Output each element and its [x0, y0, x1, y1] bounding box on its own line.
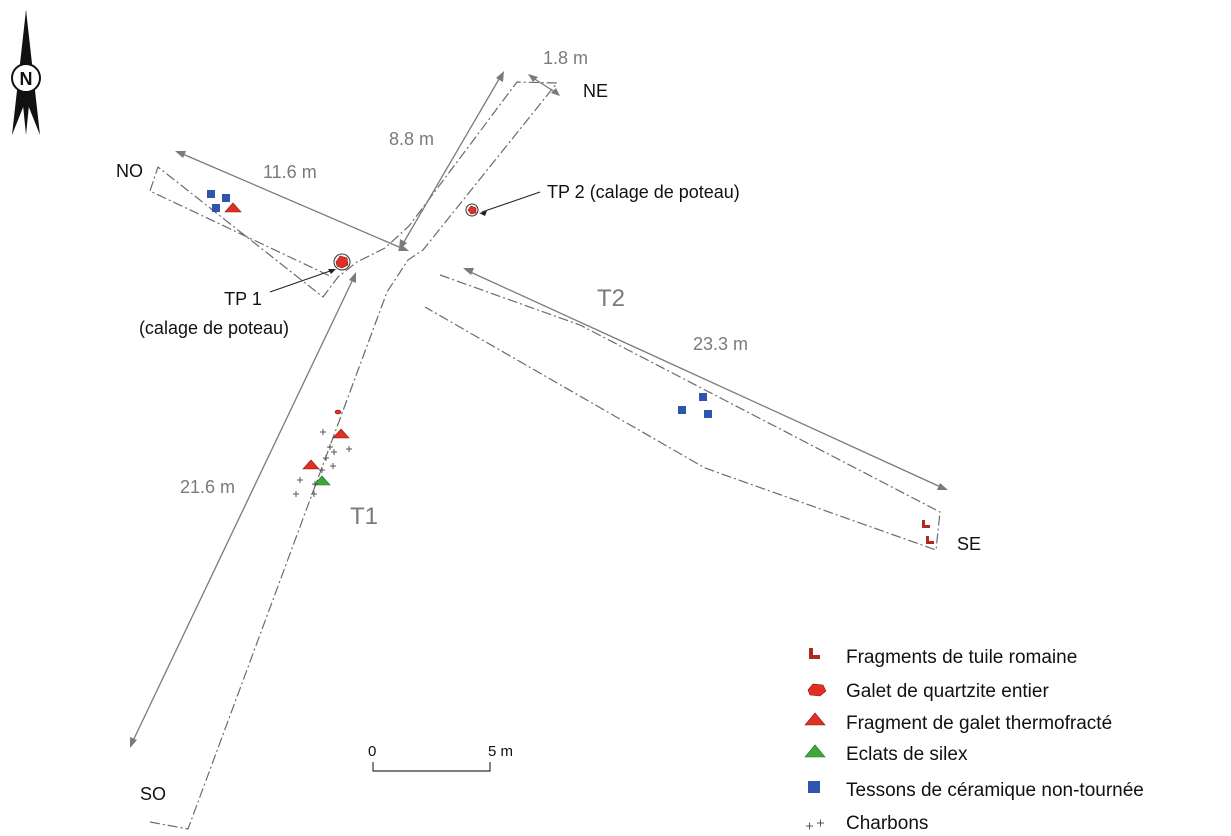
trench-t2-outline	[424, 274, 941, 551]
finds-t1-arm	[293, 409, 352, 497]
scale-zero-label: 0	[368, 743, 376, 760]
legend-label-thermofract: Fragment de galet thermofracté	[846, 713, 1112, 734]
north-label: N	[20, 69, 33, 89]
north-arrow-icon: N	[11, 10, 41, 135]
dim-so-arm-label: 21.6 m	[180, 477, 235, 497]
trench-label-t1: T1	[350, 503, 378, 530]
legend: Fragments de tuile romaine Galet de quar…	[804, 647, 1144, 834]
finds-no-arm	[207, 190, 242, 213]
end-label-ne: NE	[583, 81, 608, 101]
pebble-icon	[807, 683, 827, 697]
tp2-marker	[465, 203, 479, 217]
dim-ne-arm-label: 8.8 m	[389, 129, 434, 149]
tp1-marker	[333, 253, 351, 271]
end-label-se: SE	[957, 534, 981, 554]
scale-five-label: 5 m	[488, 743, 513, 760]
dimension-lines	[130, 71, 948, 748]
tile-fragment-icon	[809, 648, 820, 659]
legend-label-ceramic: Tessons de céramique non-tournée	[846, 780, 1144, 801]
dim-width-label: 1.8 m	[543, 48, 588, 68]
legend-label-charcoal: Charbons	[846, 813, 928, 834]
charcoal-crosses	[293, 429, 352, 497]
red-triangle-icon	[804, 712, 826, 726]
green-triangle-icon	[804, 744, 826, 758]
dim-no-arm-label: 11.6 m	[263, 162, 317, 182]
dim-se-arm-label: 23.3 m	[693, 334, 748, 354]
tp1-label: TP 1	[224, 289, 262, 309]
tp1-sublabel: (calage de poteau)	[139, 318, 289, 338]
legend-label-silex: Eclats de silex	[846, 744, 968, 765]
tp2-label: TP 2 (calage de poteau)	[547, 182, 740, 202]
end-label-so: SO	[140, 784, 166, 804]
scale-bar: 0 5 m	[368, 743, 513, 772]
legend-label-pebble: Galet de quartzite entier	[846, 681, 1049, 702]
end-label-no: NO	[116, 161, 143, 181]
finds-t2-arm	[678, 393, 712, 418]
blue-square-icon	[808, 781, 820, 793]
legend-label-tile: Fragments de tuile romaine	[846, 647, 1077, 668]
cross-icon	[806, 819, 824, 830]
finds-se-end	[922, 520, 934, 544]
trench-label-t2: T2	[597, 285, 625, 312]
